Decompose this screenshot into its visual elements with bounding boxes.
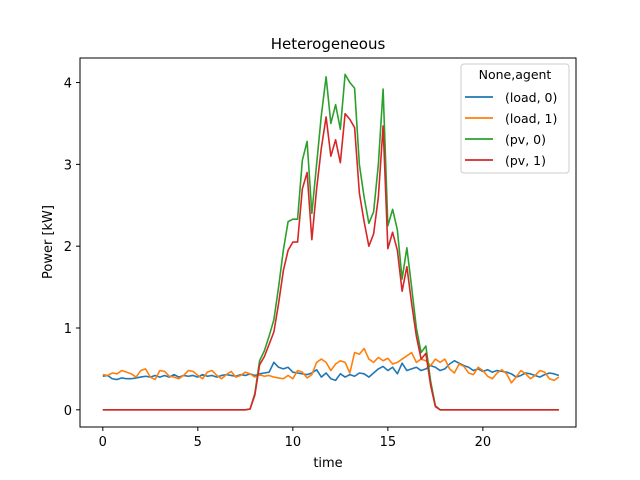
series-layer [102, 73, 560, 411]
y-axis-ticks: 0 1 2 3 4 [64, 77, 80, 419]
legend: None,agent (load, 0) (load, 1) (pv, 0) (pv,… [460, 63, 570, 174]
x-tick-label-1: 5 [194, 435, 202, 450]
legend-label-2: (pv, 0) [505, 132, 546, 147]
y-tick-label-4: 4 [64, 77, 72, 92]
x-tick-label-3: 15 [380, 435, 397, 450]
series-line-1 [102, 347, 560, 384]
legend-box [460, 63, 570, 174]
y-tick-label-3: 3 [64, 158, 72, 173]
legend-label-3: (pv, 1) [505, 153, 546, 168]
x-axis-label: time [313, 456, 342, 471]
chart-title: Heterogeneous [271, 35, 386, 53]
x-tick-label-0: 0 [99, 435, 107, 450]
y-tick-label-1: 1 [64, 322, 72, 337]
x-axis-ticks: 0 5 10 15 20 [99, 427, 491, 450]
legend-entries: (load, 0) (load, 1) (pv, 0) (pv, 1) [465, 90, 557, 168]
x-tick-label-4: 20 [475, 435, 492, 450]
series-line-3 [102, 112, 559, 411]
y-tick-label-2: 2 [64, 240, 72, 255]
legend-label-1: (load, 1) [505, 111, 557, 126]
x-tick-label-2: 10 [285, 435, 302, 450]
y-axis-label: Power [kW] [41, 205, 56, 279]
y-tick-label-0: 0 [64, 404, 72, 419]
plot-frame [79, 57, 577, 428]
legend-title: None,agent [479, 67, 552, 82]
legend-label-0: (load, 0) [505, 90, 557, 105]
